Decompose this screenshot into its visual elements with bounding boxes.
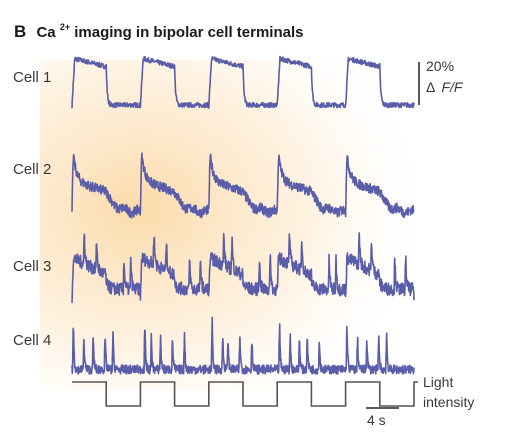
- background-glow: [40, 60, 440, 390]
- y-scale-value: 20%: [426, 58, 454, 74]
- series-label-cell-1: Cell 1: [13, 69, 51, 86]
- trace-cell-2: [71, 152, 415, 219]
- panel-letter: B: [14, 22, 26, 41]
- stimulus-label-intensity: intensity: [423, 394, 474, 410]
- x-scale-value: 4 s: [367, 412, 386, 428]
- title-prefix: Ca: [36, 24, 56, 41]
- title-suffix: imaging in bipolar cell terminals: [74, 24, 303, 41]
- series-label-cell-3: Cell 3: [13, 258, 51, 275]
- traces: [71, 55, 415, 375]
- trace-cell-1: [71, 55, 415, 109]
- y-scale-unit-rest: F/F: [441, 79, 463, 95]
- series-label-cell-4: Cell 4: [13, 332, 51, 349]
- stimulus-label-light: Light: [423, 374, 453, 390]
- y-scale-unit-symbol: Δ: [426, 79, 435, 95]
- title-superscript: 2+: [60, 22, 70, 32]
- series-label-cell-2: Cell 2: [13, 161, 51, 178]
- panel-title: B Ca 2+ imaging in bipolar cell terminal…: [14, 17, 303, 41]
- y-scale-unit: Δ F/F: [426, 79, 464, 95]
- stimulus-trace: [72, 381, 418, 407]
- trace-cell-4: [71, 316, 415, 375]
- trace-cell-3: [71, 232, 415, 304]
